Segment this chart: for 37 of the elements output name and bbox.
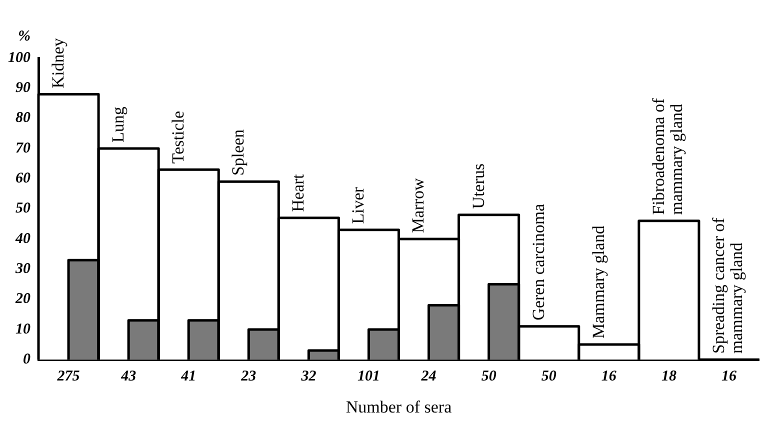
x-tick-label: 18 [661,368,677,384]
data-label: Uterus [468,164,488,209]
y-tick-label: 80 [16,110,31,126]
data-label: Geren carcinoma [528,203,548,320]
data-label: Heart [288,174,308,212]
data-label: Liver [348,186,368,224]
data-label: Kidney [48,38,68,88]
y-tick-label: 50 [16,200,31,217]
y-tick-label: 60 [16,170,31,187]
x-tick-label: 23 [240,368,257,384]
x-axis-title: Number of sera [346,397,452,416]
data-label: Marrow [408,177,428,233]
x-tick-label: 24 [420,368,437,384]
data-label: Spleen [228,128,248,176]
x-tick-label: 275 [56,368,80,384]
x-tick-label: 50 [541,368,557,384]
data-label: Lung [108,106,128,142]
x-tick-label: 32 [300,368,317,384]
y-tick-label: 10 [16,321,31,338]
x-tick-label: 16 [601,368,617,384]
data-label: Mammary gland [588,225,608,339]
y-tick-label: 30 [14,260,31,277]
x-tick-label: 41 [180,368,196,384]
x-tick-label: 101 [357,368,380,384]
y-tick-label: 100 [8,50,31,66]
x-tick-label: 43 [120,368,137,384]
y-tick-label: 90 [16,80,31,96]
y-tick-label: 70 [16,140,31,156]
y-axis-title: % [18,28,30,44]
data-label: Testicle [168,110,188,164]
x-tick-label: 16 [721,368,737,384]
y-tick-label: 0 [23,351,31,368]
y-tick-label: 20 [14,291,31,308]
data-label: Fibroadenoma of mammary gland [648,98,686,215]
y-tick-label: 40 [14,230,31,247]
data-label: Spreading cancer of mammary gland [708,217,746,354]
x-tick-label: 50 [481,368,497,384]
